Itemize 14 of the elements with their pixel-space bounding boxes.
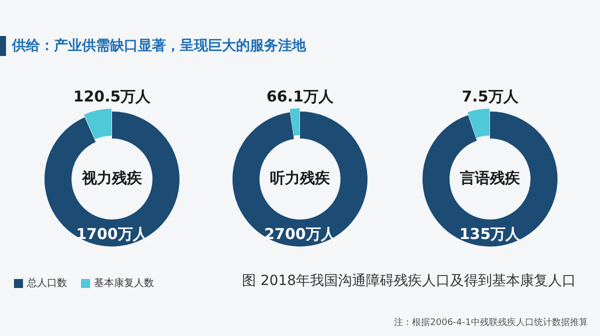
legend-label: 总人口数 bbox=[26, 276, 67, 290]
text: 言语残疾 bbox=[459, 168, 521, 187]
text: 注：根据2006-4-1中残联残疾人口统计数据推算 bbox=[394, 316, 588, 329]
data-label: 1700万人 bbox=[76, 224, 149, 243]
text: 供给：产业供需缺口显著，呈现巨大的服务洼地 bbox=[12, 37, 306, 55]
data-label: 135万人 bbox=[459, 224, 522, 243]
caption: 图 2018年我国沟通障碍残疾人口及得到基本康复人口 bbox=[242, 272, 576, 290]
data-label: 66.1万人 bbox=[266, 87, 334, 106]
legend-label: 基本康复人数 bbox=[93, 276, 154, 290]
data-label: 7.5万人 bbox=[462, 87, 520, 106]
data-label: 120.5万人 bbox=[73, 87, 152, 106]
text: 视力残疾 bbox=[81, 168, 143, 187]
text: 听力残疾 bbox=[270, 168, 331, 187]
data-label: 2700万人 bbox=[264, 224, 337, 243]
